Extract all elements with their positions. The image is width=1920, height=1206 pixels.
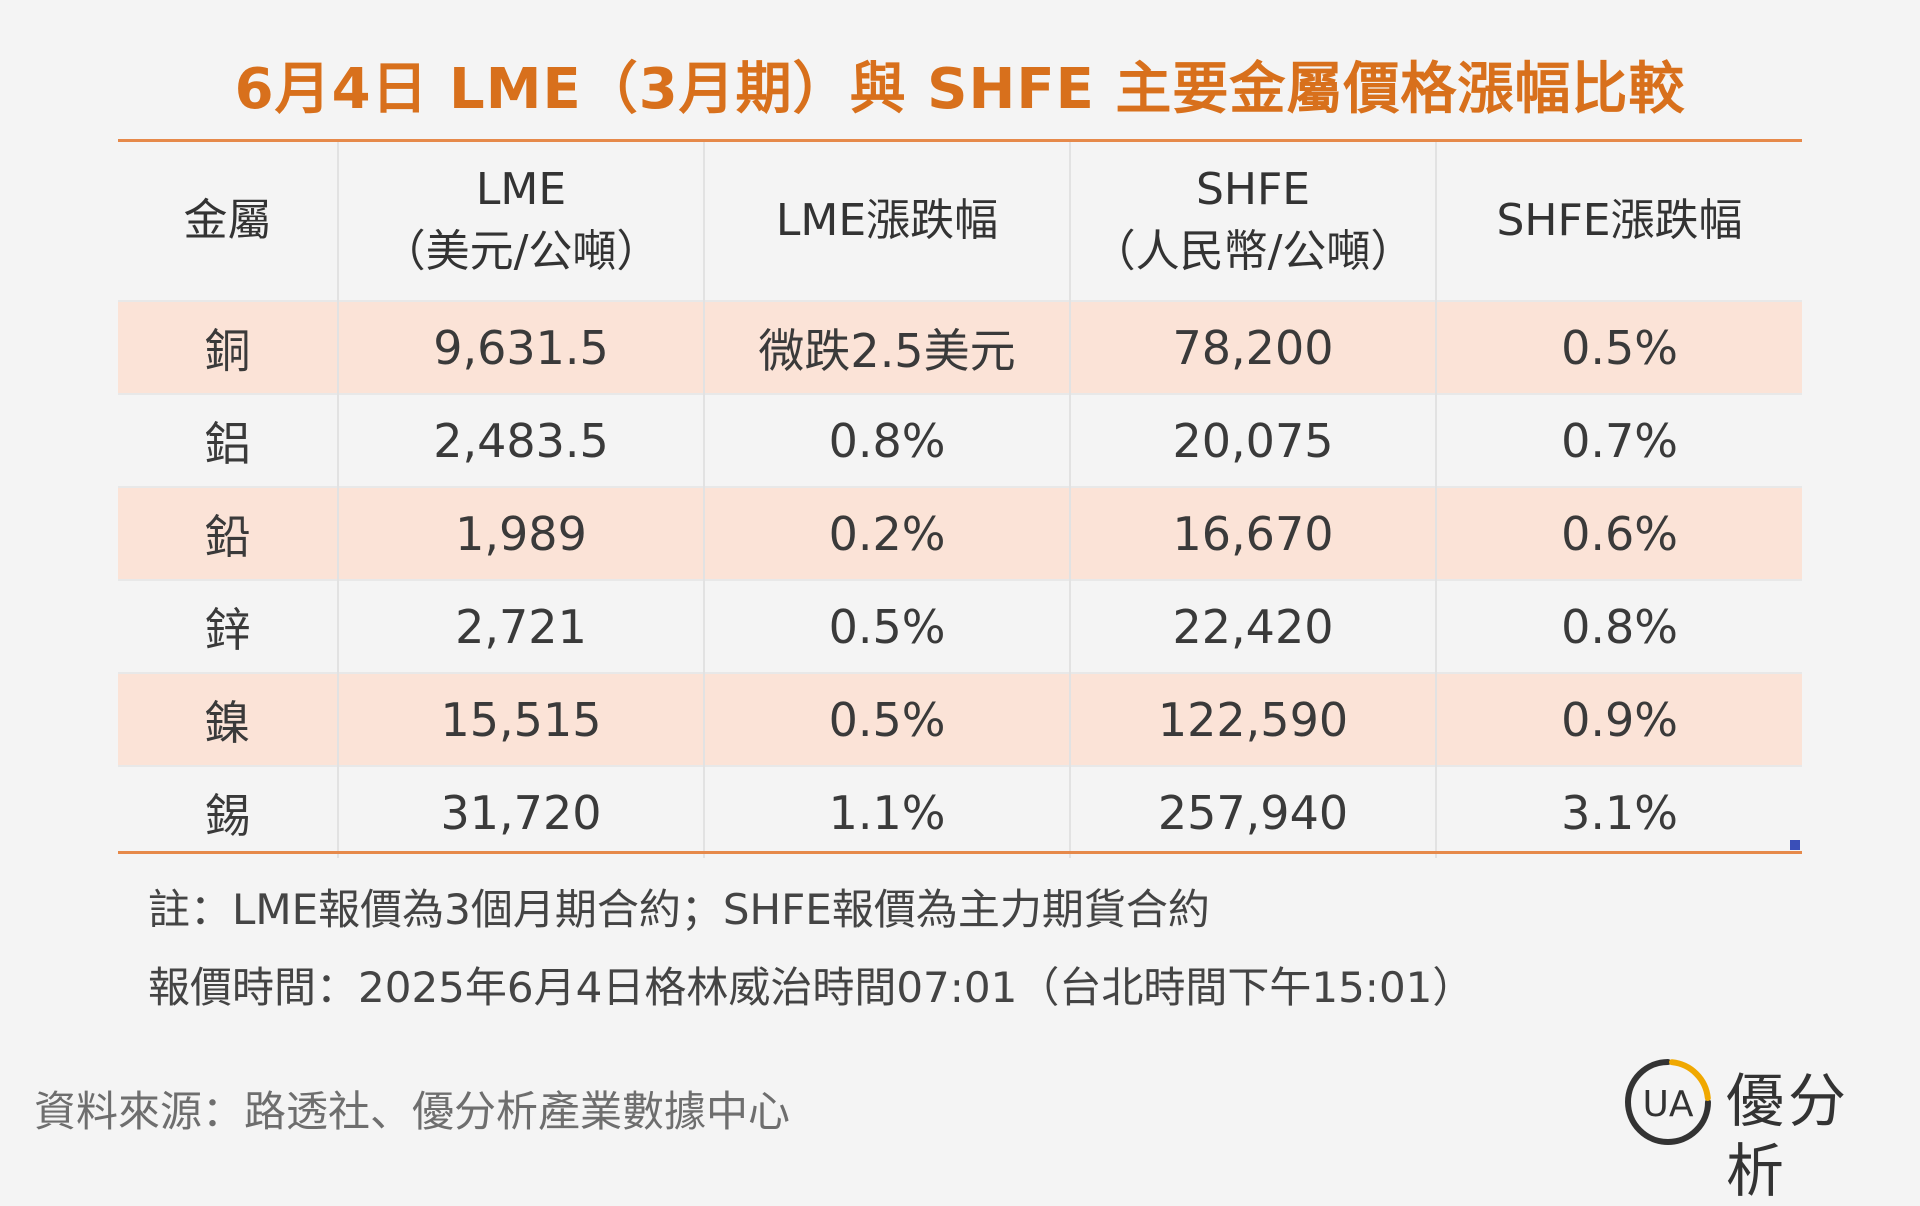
brand-logo: UA 優分析 — [1622, 1052, 1902, 1205]
cell-shfe-change: 0.9% — [1435, 672, 1802, 766]
cell-shfe-change: 0.6% — [1435, 486, 1802, 580]
cell-shfe-change: 0.8% — [1435, 579, 1802, 673]
header-lme-label: LME — [475, 164, 567, 215]
header-metal: 金屬 — [183, 195, 272, 246]
cell-lme: 2,483.5 — [337, 393, 704, 487]
table-bottom-rule — [118, 851, 1802, 854]
cell-shfe-change: 0.7% — [1435, 393, 1802, 487]
cell-shfe: 20,075 — [1069, 393, 1436, 487]
quote-time-note: 報價時間：2025年6月4日格林威治時間07:01（台北時間下午15:01） — [148, 963, 1475, 1012]
header-lme-change: LME漲跌幅 — [703, 142, 1070, 301]
cell-lme: 9,631.5 — [337, 300, 704, 394]
table-row: 錫 31,720 1.1% 257,940 3.1% — [118, 765, 1802, 858]
cell-shfe-change: 0.5% — [1435, 300, 1802, 394]
header-shfe: SHFE （人民幣/公噸） — [1069, 142, 1436, 301]
table-row: 鉛 1,989 0.2% 16,670 0.6% — [118, 486, 1802, 580]
cell-shfe: 22,420 — [1069, 579, 1436, 673]
table-header-row: 金屬 LME （美元/公噸） LME漲跌幅 SHFE （人民幣/公噸） SHFE… — [118, 142, 1802, 301]
cell-metal: 鉛 — [118, 486, 338, 580]
cell-lme-change: 0.8% — [703, 393, 1070, 487]
data-source: 資料來源：路透社、優分析產業數據中心 — [34, 1087, 791, 1136]
cell-metal: 鎳 — [118, 672, 338, 766]
cell-shfe: 16,670 — [1069, 486, 1436, 580]
cell-lme: 31,720 — [337, 765, 704, 858]
header-shfe-label: SHFE — [1195, 164, 1311, 215]
cell-metal: 鋅 — [118, 579, 338, 673]
header-shfe-change: SHFE漲跌幅 — [1435, 142, 1802, 301]
header-lme-unit: （美元/公噸） — [381, 226, 661, 277]
table-row: 鋅 2,721 0.5% 22,420 0.8% — [118, 579, 1802, 673]
corner-marker — [1790, 840, 1800, 850]
cell-lme-change: 0.5% — [703, 672, 1070, 766]
cell-shfe: 122,590 — [1069, 672, 1436, 766]
table-row: 鋁 2,483.5 0.8% 20,075 0.7% — [118, 393, 1802, 487]
table-row: 鎳 15,515 0.5% 122,590 0.9% — [118, 672, 1802, 766]
logo-mark-text: UA — [1643, 1084, 1694, 1125]
cell-lme-change: 0.5% — [703, 579, 1070, 673]
table-top-rule — [118, 139, 1802, 142]
header-shfe-unit: （人民幣/公噸） — [1091, 226, 1415, 277]
cell-shfe-change: 3.1% — [1435, 765, 1802, 858]
cell-shfe: 78,200 — [1069, 300, 1436, 394]
header-lme: LME （美元/公噸） — [337, 142, 704, 301]
table-row: 銅 9,631.5 微跌2.5美元 78,200 0.5% — [118, 300, 1802, 394]
cell-lme-change: 1.1% — [703, 765, 1070, 858]
cell-lme: 2,721 — [337, 579, 704, 673]
cell-metal: 錫 — [118, 765, 338, 858]
contract-note: 註：LME報價為3個月期合約；SHFE報價為主力期貨合約 — [148, 885, 1210, 934]
cell-shfe: 257,940 — [1069, 765, 1436, 858]
cell-metal: 銅 — [118, 300, 338, 394]
cell-lme: 1,989 — [337, 486, 704, 580]
cell-lme-change: 0.2% — [703, 486, 1070, 580]
ua-logo-icon: UA — [1625, 1059, 1711, 1145]
page-title: 6月4日 LME（3月期）與 SHFE 主要金屬價格漲幅比較 — [234, 57, 1686, 122]
logo-name: 優分析 — [1726, 1067, 1851, 1205]
cell-lme-change: 微跌2.5美元 — [703, 300, 1070, 394]
cell-metal: 鋁 — [118, 393, 338, 487]
cell-lme: 15,515 — [337, 672, 704, 766]
metal-price-table: 金屬 LME （美元/公噸） LME漲跌幅 SHFE （人民幣/公噸） SHFE… — [118, 142, 1802, 858]
